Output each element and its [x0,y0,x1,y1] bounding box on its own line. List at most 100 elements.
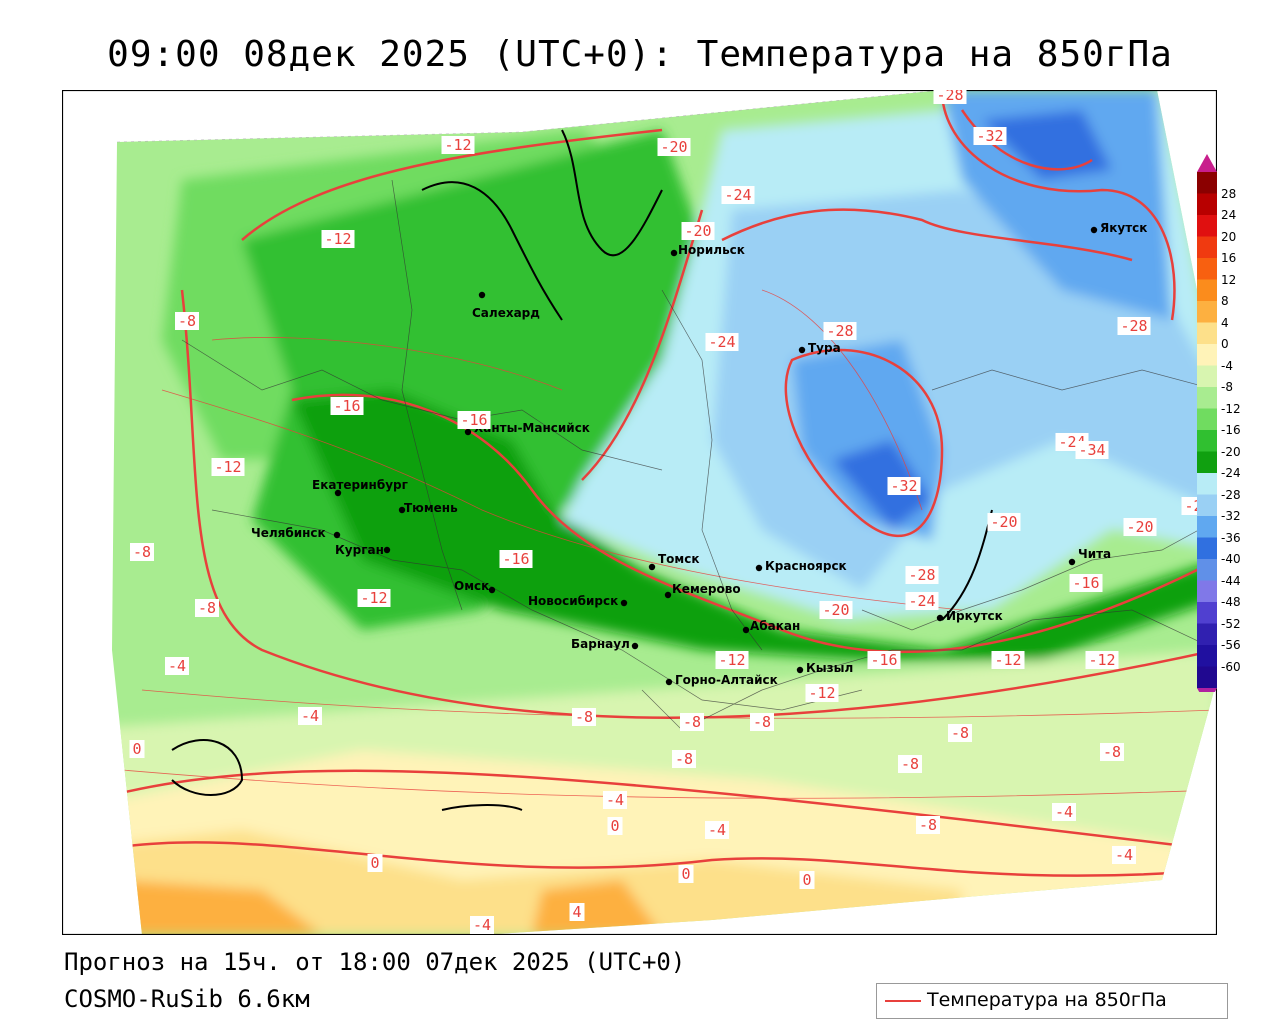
contour-label-bg [1117,317,1151,335]
contour-label: -8 [198,599,216,617]
city-label: Челябинск [251,526,326,540]
contour-label: 0 [802,871,811,889]
city-label: Ханты-Мансийск [474,421,590,435]
colorbar-tick-label: -56 [1221,638,1241,652]
contour-label: -28 [936,90,963,104]
contour-label-bg [569,903,585,921]
colorbar-segment [1197,301,1217,323]
contour-label-bg [130,543,154,561]
contour-label: -20 [990,513,1017,531]
contour-label-bg [819,601,853,619]
colorbar-segment [1197,430,1217,452]
colorbar-segment [1197,344,1217,366]
contour-label: -16 [460,411,487,429]
colorbar-tick-label: -12 [1221,401,1241,416]
city-marker [664,591,672,599]
city-label: Якутск [1100,221,1147,235]
contour-label: -28 [826,322,853,340]
colorbar-tick-label: -32 [1221,509,1241,523]
contour-label-bg [607,817,623,835]
colorbar-tick-label: -16 [1221,423,1241,437]
city-label: Салехард [472,306,540,320]
contour-label-bg [867,651,901,669]
colorbar-tick-label: -8 [1221,380,1233,394]
colorbar-bottom-arrow [1197,688,1217,692]
colorbar-segment [1197,602,1217,624]
contour-label: -4 [1115,846,1133,864]
colorbar-segment [1197,236,1217,259]
contour-label-bg [678,865,694,883]
contour-label-bg [905,592,939,610]
temperature-map: Норильск Салехард Якутск Тура Ханты-Мансийск… [62,90,1217,935]
city-marker [665,678,673,686]
contour-label-bg [799,871,815,889]
contour-label: -16 [333,397,360,415]
city-marker [464,428,472,436]
map-title: 09:00 08дек 2025 (UTC+0): Температура на… [107,34,1173,75]
colorbar-segment [1197,279,1217,302]
city-marker [478,291,486,299]
contour-label: -20 [1126,518,1153,536]
city-marker [383,546,391,554]
contour-label: -20 [660,138,687,156]
contour-label-bg [672,750,696,768]
colorbar-segment [1197,473,1217,495]
contour-label-bg [991,651,1025,669]
contour-label: -24 [708,333,735,351]
contour-label: -32 [976,127,1003,145]
city-marker [1068,558,1076,566]
contour-label: -12 [1088,651,1115,669]
contour-label-bg [441,136,475,154]
colorbar-segment [1197,516,1217,538]
contour-label: -20 [822,601,849,619]
city-label: Норильск [678,243,745,257]
city-marker [333,531,341,539]
contour-label: -12 [360,589,387,607]
colorbar-segment [1197,580,1217,603]
colorbar-tick-label: -40 [1221,552,1241,566]
colorbar-segment [1197,645,1217,667]
city-label: Тура [808,341,841,355]
city-label: Красноярск [765,559,847,573]
contour-label: -4 [1055,803,1073,821]
colorbar-tick-label: 0 [1221,337,1229,351]
contour-label: 0 [681,865,690,883]
contour-label-bg [933,90,967,104]
contour-label-bg [681,222,715,240]
contour-label: -24 [724,186,751,204]
city-label: Горно-Алтайск [675,673,778,687]
city-marker [755,564,763,572]
colorbar-tick-label: -52 [1221,616,1241,631]
contour-label: 0 [610,817,619,835]
city-label: Томск [658,552,700,566]
contour-label-bg [1069,574,1103,592]
contour-label: -4 [168,657,186,675]
city-label: Абакан [750,619,800,633]
contour-label-bg [1100,743,1124,761]
city-label: Кызыл [806,661,853,675]
contour-label: -28 [908,566,935,584]
contour-label-bg [165,657,189,675]
colorbar-segment [1197,408,1217,431]
city-label: Омск [454,579,489,593]
colorbar-segment [1197,387,1217,409]
colorbar-tick-label: -60 [1221,659,1241,674]
contour-label: -8 [133,543,151,561]
colorbar-tick-label: 24 [1221,208,1237,222]
colorbar-tick-label: 28 [1221,186,1237,201]
contour-label: -16 [502,550,529,568]
colorbar-segment [1197,322,1217,345]
city-label: Тюмень [404,501,458,515]
contour-label: -8 [178,312,196,330]
city-label: Чита [1078,547,1111,561]
contour-label-bg [887,477,921,495]
contour-label: -12 [718,651,745,669]
contour-label: -8 [683,713,701,731]
contour-label: -16 [870,651,897,669]
colorbar-tick-label: -24 [1221,466,1241,480]
contour-label: -4 [473,916,491,934]
contour-label: -8 [753,713,771,731]
contour-label-bg [705,333,739,351]
contour-label-bg [195,599,219,617]
city-marker [742,626,750,634]
